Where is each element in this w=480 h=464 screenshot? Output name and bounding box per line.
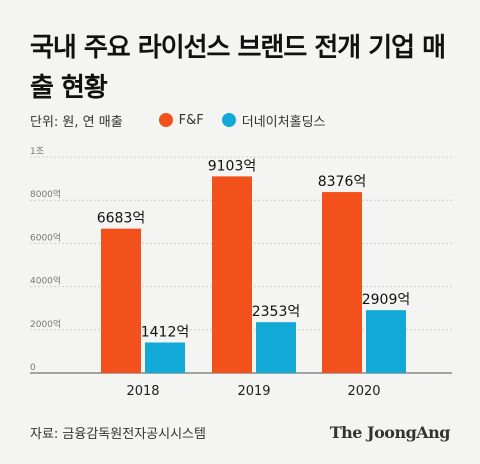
x-tick-label: 2020 (347, 384, 380, 399)
y-tick-label: 0 (30, 363, 36, 373)
y-tick-label: 6000억 (30, 231, 61, 243)
bar-chart: 0 2000억 4000억 6000억 8000억 1조 6683억 1412억 2018 910… (30, 147, 452, 399)
legend-item-nature: 더네이처홀딩스 (221, 111, 326, 130)
data-label: 1412억 (141, 325, 190, 341)
source-note: 자료: 금융감독원전자공시시스템 (30, 426, 206, 442)
legend-item-ff: F&F (158, 112, 204, 128)
brand-logo: The JoongAng (329, 422, 451, 442)
y-tick-label: 1조 (30, 147, 44, 157)
data-label: 2909억 (362, 292, 411, 308)
bar (366, 310, 406, 373)
legend-dot-nature (221, 113, 236, 127)
unit-label: 단위: 원, 연 매출 (30, 114, 123, 130)
legend-label-nature: 더네이처홀딩스 (241, 114, 326, 130)
x-tick-label: 2019 (237, 384, 270, 399)
bar (212, 176, 252, 373)
x-tick-label: 2018 (126, 384, 159, 399)
data-label: 9103억 (208, 158, 257, 174)
legend-dot-ff (158, 113, 173, 127)
bar (322, 192, 362, 373)
bar (256, 322, 296, 373)
y-tick-label: 8000억 (30, 188, 61, 200)
y-tick-label: 2000억 (30, 318, 61, 330)
footer: 자료: 금융감독원전자공시시스템 The JoongAng (30, 422, 451, 442)
legend-label-ff: F&F (178, 112, 204, 128)
y-tick-label: 4000억 (30, 275, 61, 287)
bar (101, 228, 141, 373)
legend: 단위: 원, 연 매출 F&F 더네이처홀딩스 (30, 110, 344, 130)
chart-title: 국내 주요 라이선스 브랜드 전개 기업 매출 현황 (30, 33, 446, 103)
data-label: 6683억 (97, 211, 146, 227)
data-label: 2353억 (252, 304, 301, 320)
data-label: 8376억 (318, 174, 367, 190)
bar (145, 342, 185, 373)
